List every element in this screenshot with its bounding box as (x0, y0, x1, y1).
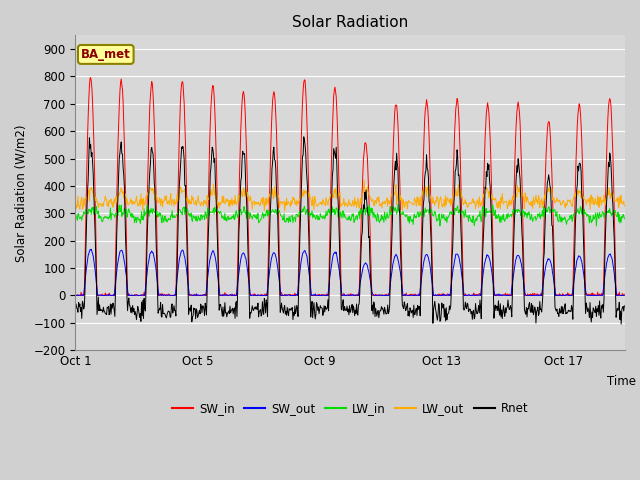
SW_in (384, 293, 392, 299)
Line: LW_out: LW_out (76, 180, 625, 211)
LW_out (360, 178, 368, 183)
LW_in (621, 216, 628, 222)
Title: Solar Radiation: Solar Radiation (292, 15, 408, 30)
LW_out (384, 203, 392, 209)
SW_in (72, 293, 80, 299)
SW_out (302, 250, 310, 255)
Legend: SW_in, SW_out, LW_in, LW_out, Rnet: SW_in, SW_out, LW_in, LW_out, Rnet (167, 397, 534, 420)
SW_in (273, 126, 280, 132)
SW_out (73, 293, 81, 299)
LW_in (271, 207, 279, 213)
LW_out (621, 204, 628, 209)
LW_in (593, 223, 600, 229)
SW_in (72, 292, 79, 298)
Text: BA_met: BA_met (81, 48, 131, 61)
LW_in (301, 204, 308, 209)
SW_in (202, 293, 210, 299)
Line: SW_out: SW_out (76, 249, 625, 296)
SW_in (621, 291, 628, 297)
SW_out (72, 292, 79, 298)
Y-axis label: Solar Radiation (W/m2): Solar Radiation (W/m2) (15, 124, 28, 262)
Rnet (72, 306, 79, 312)
Rnet (300, 134, 308, 140)
LW_out (271, 190, 279, 196)
Rnet (621, 303, 628, 309)
SW_out (273, 256, 280, 262)
SW_in (516, 119, 524, 125)
SW_out (621, 292, 628, 298)
Rnet (516, 169, 524, 175)
SW_out (88, 246, 95, 252)
SW_in (93, 259, 100, 264)
LW_out (281, 208, 289, 214)
LW_in (201, 217, 209, 223)
Line: SW_in: SW_in (76, 78, 625, 296)
LW_in (516, 207, 524, 213)
Rnet (301, 142, 309, 148)
SW_out (202, 292, 210, 298)
Rnet (383, 310, 391, 316)
LW_out (72, 195, 79, 201)
SW_in (302, 87, 310, 93)
LW_in (72, 209, 79, 215)
LW_out (516, 190, 524, 196)
SW_out (93, 280, 100, 286)
LW_out (201, 198, 209, 204)
Line: LW_in: LW_in (76, 204, 625, 226)
Rnet (201, 312, 209, 318)
LW_in (383, 213, 390, 219)
LW_in (92, 211, 99, 217)
LW_in (394, 202, 402, 207)
Line: Rnet: Rnet (76, 137, 625, 324)
SW_out (384, 293, 392, 299)
Rnet (271, 157, 279, 163)
Rnet (618, 321, 625, 327)
LW_out (92, 198, 99, 204)
SW_out (516, 255, 524, 261)
X-axis label: Time: Time (607, 375, 636, 388)
LW_out (301, 187, 309, 193)
Rnet (92, 231, 99, 237)
SW_in (87, 75, 95, 81)
